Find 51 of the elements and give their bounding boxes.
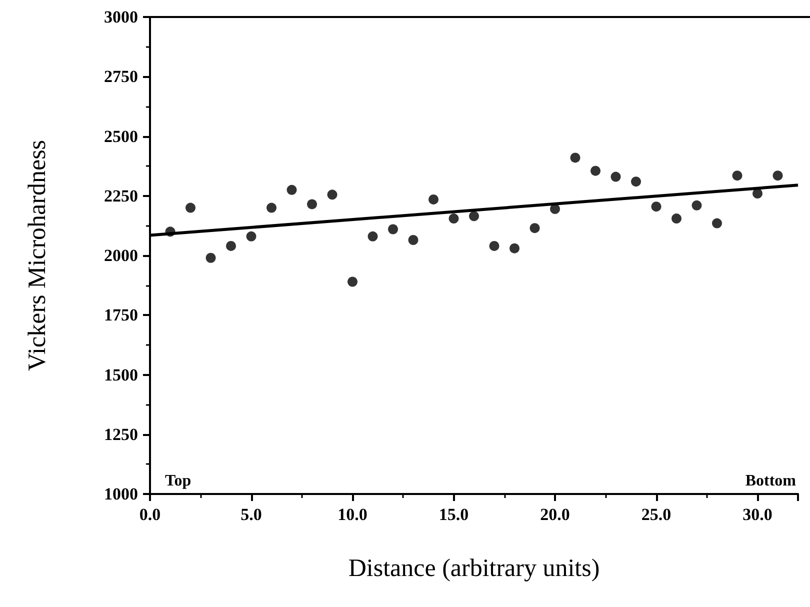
point [570, 152, 580, 163]
point [672, 214, 682, 224]
point [266, 202, 276, 213]
point [368, 231, 378, 242]
x-tick-label: 5.0 [240, 505, 262, 524]
point [510, 243, 520, 254]
point [469, 211, 479, 222]
point [348, 276, 358, 287]
x-tick-label: 25.0 [641, 505, 672, 524]
y-tick-label: 3000 [104, 8, 138, 26]
point [286, 184, 297, 195]
x-tick-label: 15.0 [438, 505, 469, 524]
point [712, 218, 722, 228]
point [692, 200, 702, 210]
point [327, 190, 338, 200]
x-tick-label: 0.0 [139, 505, 161, 524]
point [408, 235, 418, 245]
point [590, 166, 600, 176]
x-tick-label: 10.0 [338, 505, 368, 524]
point [307, 199, 317, 210]
point [651, 202, 662, 212]
point [448, 214, 459, 224]
annotation: Top [165, 472, 192, 490]
annotation: Bottom [745, 472, 797, 490]
x-tick-label: 30.0 [742, 505, 772, 524]
point [530, 223, 540, 234]
y-axis-title: Vickers Microhardness [24, 140, 51, 372]
x-tick-label: 20.0 [540, 505, 570, 524]
point [752, 188, 762, 198]
point [186, 202, 196, 213]
y-tick-label: 1000 [104, 484, 138, 504]
point [226, 240, 236, 251]
point [610, 172, 621, 182]
point [631, 176, 641, 187]
x-axis-title: Distance (arbitrary units) [348, 555, 600, 582]
y-tick-label: 2750 [104, 67, 138, 86]
point [165, 226, 176, 237]
y-tick-label: 2250 [104, 186, 138, 206]
point [388, 224, 398, 234]
y-tick-label: 1500 [104, 365, 138, 384]
y-tick-label: 1750 [104, 306, 138, 325]
y-tick-label: 2000 [104, 246, 138, 265]
point [428, 194, 438, 204]
point [550, 204, 560, 214]
point [246, 231, 256, 242]
point [206, 252, 216, 263]
point [772, 170, 783, 181]
y-tick-label: 1250 [104, 424, 138, 444]
point [732, 170, 742, 181]
y-tick-label: 2500 [104, 126, 138, 146]
point [489, 240, 500, 251]
